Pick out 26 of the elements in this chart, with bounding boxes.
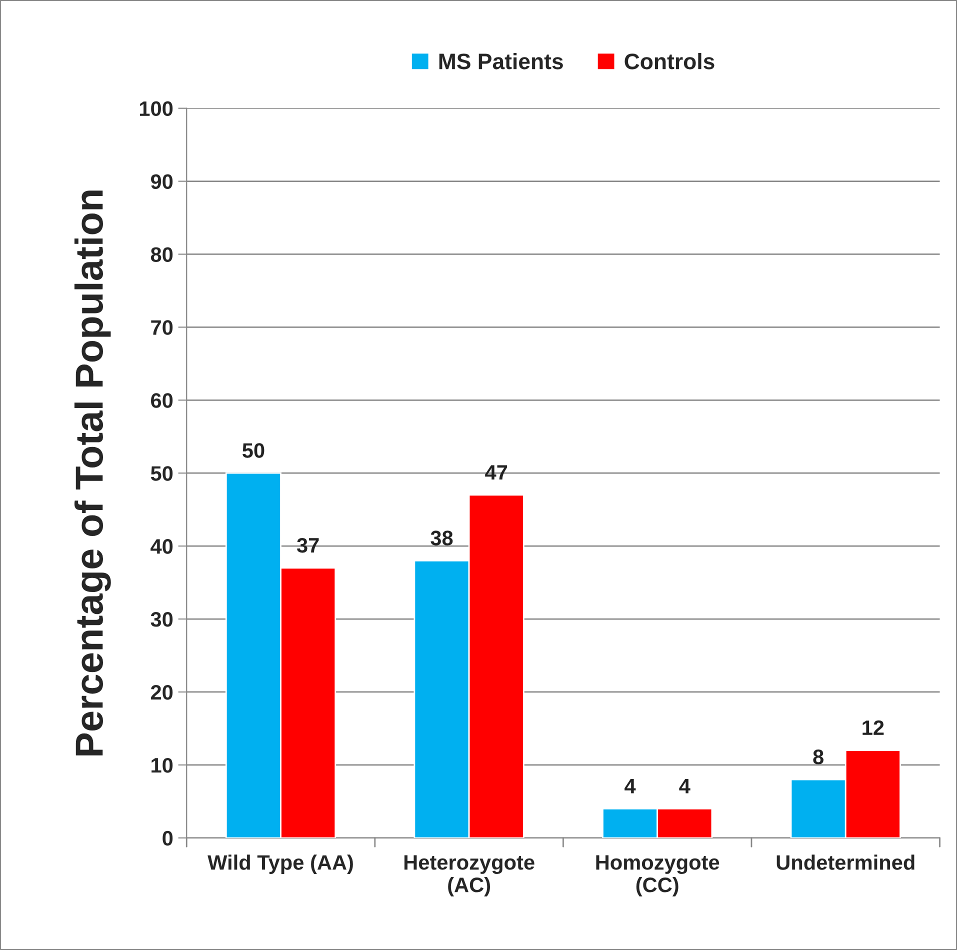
x-tick-label: Heterozygote (AC) bbox=[404, 855, 534, 896]
data-label: 8 bbox=[813, 750, 824, 764]
x-tick-label: Undetermined bbox=[776, 854, 914, 870]
data-label: 38 bbox=[430, 530, 453, 546]
data-label: 47 bbox=[485, 465, 508, 480]
y-tick-label: 0 bbox=[162, 830, 173, 846]
legend-label: MS Patients bbox=[439, 52, 563, 70]
legend-label: Controls bbox=[624, 52, 714, 70]
y-tick-label: 90 bbox=[150, 174, 173, 190]
y-axis-title: Percentage of Total Population bbox=[74, 190, 111, 756]
data-label: 37 bbox=[296, 538, 319, 553]
y-tick-label: 40 bbox=[150, 539, 173, 554]
y-tick-label: 10 bbox=[152, 758, 173, 773]
x-tick-label: Wild Type (AA) bbox=[208, 854, 353, 874]
y-tick-label: 50 bbox=[150, 466, 173, 481]
data-label: 4 bbox=[624, 778, 636, 794]
y-tick-label: 30 bbox=[150, 612, 173, 627]
x-tick-label: Homozygote (CC) bbox=[596, 855, 720, 896]
y-tick-label: 80 bbox=[150, 247, 173, 262]
data-label: 4 bbox=[679, 778, 690, 794]
data-label: 50 bbox=[242, 443, 264, 458]
y-tick-label: 20 bbox=[150, 684, 173, 700]
y-tick-label: 70 bbox=[151, 320, 173, 335]
y-tick-label: 60 bbox=[151, 393, 173, 408]
data-label: 12 bbox=[862, 720, 884, 735]
y-tick-label: 100 bbox=[140, 101, 173, 116]
